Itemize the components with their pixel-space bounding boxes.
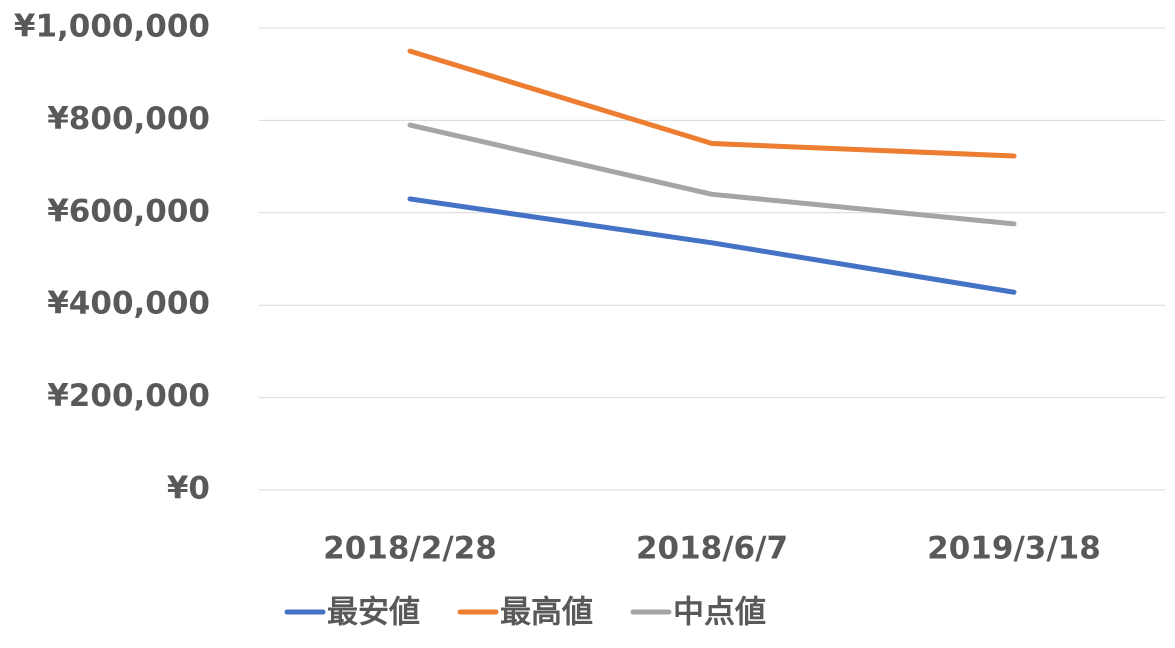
y-tick-label: ¥0 [167, 471, 210, 507]
legend-label: 最高値 [500, 595, 593, 631]
x-tick-label: 2018/6/7 [636, 531, 788, 567]
series-line [407, 48, 1017, 159]
x-tick-label: 2018/2/28 [323, 531, 497, 567]
y-tick-label: ¥600,000 [47, 193, 210, 229]
y-tick-label: ¥400,000 [47, 286, 210, 322]
series-line [407, 122, 1017, 227]
series-line [407, 196, 1017, 295]
legend-label: 最安値 [327, 595, 420, 631]
legend-label: 中点値 [673, 595, 766, 631]
y-tick-label: ¥200,000 [47, 378, 210, 414]
y-tick-label: ¥800,000 [47, 101, 210, 137]
y-tick-label: ¥1,000,000 [14, 9, 210, 45]
x-tick-label: 2019/3/18 [927, 531, 1101, 567]
